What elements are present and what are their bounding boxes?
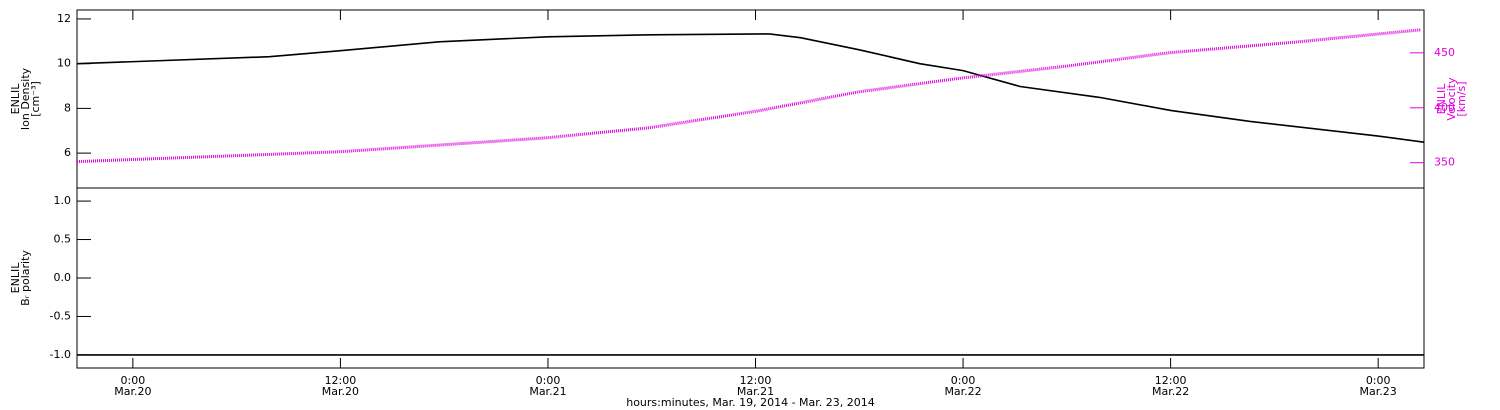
x-tick-label: 0:00: [951, 374, 976, 387]
x-tick-date: Mar.22: [944, 385, 981, 398]
y2-tick-label: 450: [1434, 46, 1455, 59]
x-tick-date: Mar.22: [1152, 385, 1189, 398]
x-tick-label: 0:00: [1366, 374, 1391, 387]
y2-axis-title: ENLIL: [1435, 83, 1448, 115]
x-tick-date: Mar.23: [1360, 385, 1397, 398]
x-tick-date: Mar.20: [322, 385, 359, 398]
y-tick-label: 1.0: [54, 194, 72, 207]
y2-axis-title: [km/s]: [1455, 81, 1468, 116]
y2-tick-label: 400: [1434, 101, 1455, 114]
y-axis-title: Ion Density: [19, 67, 32, 130]
y-tick-label: -0.5: [50, 309, 71, 322]
x-tick-label: 12:00: [1155, 374, 1187, 387]
x-tick-label: 12:00: [740, 374, 772, 387]
y-tick-label: 6: [64, 146, 71, 159]
y-tick-label: 12: [57, 12, 71, 25]
y-tick-label: 0.5: [54, 233, 72, 246]
x-tick-label: 12:00: [325, 374, 357, 387]
y-axis-title: Bᵣ polarity: [19, 250, 32, 306]
x-tick-label: 0:00: [536, 374, 561, 387]
y-tick-label: 8: [64, 101, 71, 114]
y2-tick-label: 350: [1434, 156, 1455, 169]
y-tick-label: 10: [57, 57, 71, 70]
y-tick-label: -1.0: [50, 348, 71, 361]
y-axis-title: [cm⁻³]: [29, 81, 42, 117]
y-axis-title: ENLIL: [9, 262, 22, 294]
x-axis-title: hours:minutes, Mar. 19, 2014 - Mar. 23, …: [626, 396, 875, 409]
y-axis-title: ENLIL: [9, 83, 22, 115]
y-tick-label: 0.0: [54, 271, 72, 284]
x-tick-date: Mar.21: [737, 385, 774, 398]
y2-axis-title: Velocity: [1445, 77, 1458, 121]
x-tick-date: Mar.21: [529, 385, 566, 398]
data-line: [76, 28, 1422, 164]
data-line: [76, 33, 1425, 143]
x-tick-label: 0:00: [121, 374, 146, 387]
x-tick-date: Mar.20: [114, 385, 151, 398]
